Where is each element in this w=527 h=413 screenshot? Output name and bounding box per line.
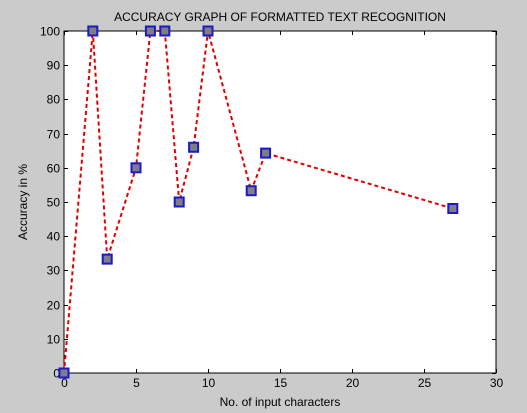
data-point bbox=[101, 253, 113, 265]
y-tick-label: 100 bbox=[40, 25, 60, 39]
y-tick-label: 0 bbox=[53, 367, 60, 381]
x-tick-label: 5 bbox=[133, 376, 140, 390]
y-tick-label: 60 bbox=[47, 162, 61, 176]
data-point bbox=[58, 367, 70, 379]
y-tick-label: 10 bbox=[47, 333, 61, 347]
series-line bbox=[63, 30, 454, 374]
data-point bbox=[130, 162, 142, 174]
y-tick-label: 80 bbox=[47, 93, 61, 107]
plot-area bbox=[63, 30, 497, 374]
y-tick-label: 30 bbox=[47, 264, 61, 278]
y-tick-label: 90 bbox=[47, 59, 61, 73]
x-axis-title: No. of input characters bbox=[220, 395, 341, 409]
data-point bbox=[260, 147, 272, 159]
y-tick-label: 70 bbox=[47, 128, 61, 142]
data-point bbox=[144, 25, 156, 37]
data-point bbox=[447, 202, 459, 214]
y-axis-title: Accuracy in % bbox=[16, 164, 30, 240]
x-tick-label: 10 bbox=[202, 376, 216, 390]
y-tick-label: 40 bbox=[47, 230, 61, 244]
data-point bbox=[173, 196, 185, 208]
chart-title: ACCURACY GRAPH OF FORMATTED TEXT RECOGNI… bbox=[114, 10, 446, 24]
x-tick-label: 25 bbox=[418, 376, 432, 390]
x-tick-label: 30 bbox=[490, 376, 504, 390]
x-tick-label: 20 bbox=[346, 376, 360, 390]
x-tick-label: 0 bbox=[61, 376, 68, 390]
data-point bbox=[202, 25, 214, 37]
data-point bbox=[159, 25, 171, 37]
y-tick-label: 20 bbox=[47, 299, 61, 313]
y-tick-label: 50 bbox=[47, 196, 61, 210]
x-tick-label: 15 bbox=[274, 376, 288, 390]
data-point bbox=[188, 141, 200, 153]
data-point bbox=[245, 185, 257, 197]
data-point bbox=[87, 25, 99, 37]
